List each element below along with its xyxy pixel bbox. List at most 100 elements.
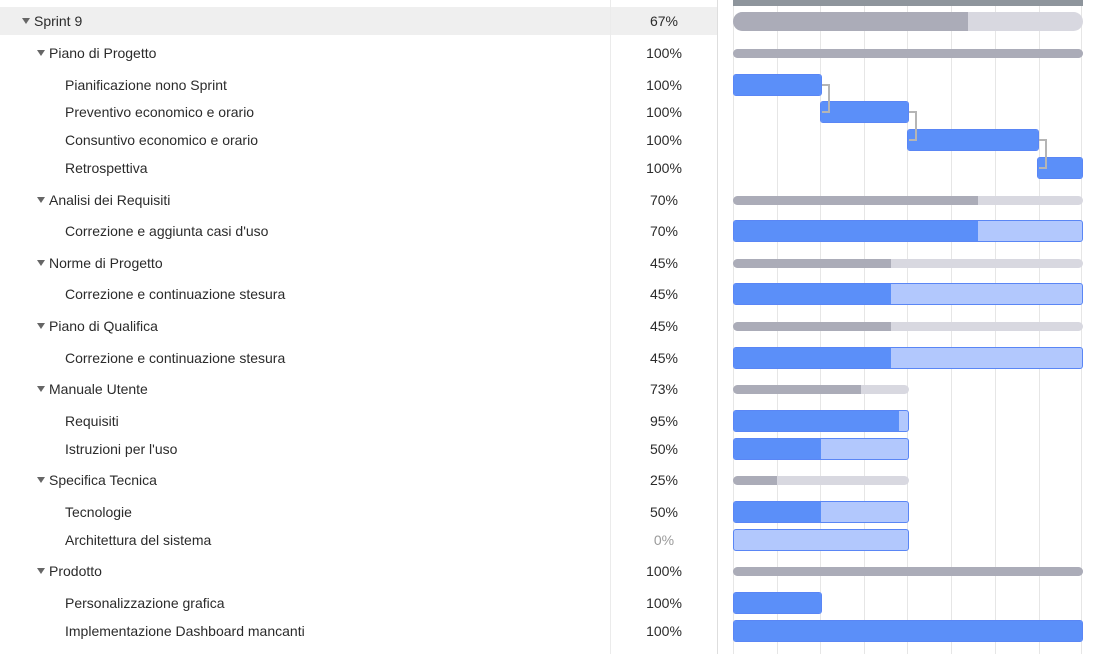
task-row-requisiti[interactable]: Requisiti 95% [0, 407, 718, 435]
summary-bar-analisi-dei-requisiti[interactable] [733, 195, 1083, 205]
task-progress: 50% [649, 441, 679, 457]
task-bar-personalizzazione-grafica[interactable] [733, 592, 822, 614]
dependency-link [822, 84, 830, 113]
task-name: Manuale Utente [49, 381, 148, 397]
task-name: Specifica Tecnica [49, 472, 157, 488]
task-name: Correzione e aggiunta casi d'uso [65, 223, 269, 239]
task-name: Correzione e continuazione stesura [65, 286, 286, 302]
group-row-manuale-utente[interactable]: Manuale Utente 73% [0, 375, 718, 403]
task-progress: 100% [646, 77, 682, 93]
group-row-piano-di-progetto[interactable]: Piano di Progetto 100% [0, 39, 718, 67]
task-bar-correzione-e-continuazione-stesura[interactable] [733, 347, 1083, 369]
task-list-panel: Sprint 9 67% Piano di Progetto 100% Pianific… [0, 0, 718, 654]
task-bar-correzione-e-continuazione-stesura[interactable] [733, 283, 1083, 305]
timeline-header-rule [733, 0, 1083, 6]
caret-down-icon[interactable] [37, 477, 45, 483]
task-name: Architettura del sistema [65, 532, 212, 548]
caret-down-icon[interactable] [37, 197, 45, 203]
task-row-correzione-e-aggiunta-casi-d-uso[interactable]: Correzione e aggiunta casi d'uso 70% [0, 217, 718, 245]
task-bar-istruzioni-per-l-uso[interactable] [733, 438, 909, 460]
task-bar-architettura-del-sistema[interactable] [733, 529, 909, 551]
progress-fill [734, 502, 821, 522]
task-bar-preventivo-economico-e-orario[interactable] [820, 101, 909, 123]
task-row-implementazione-dashboard-mancanti[interactable]: Implementazione Dashboard mancanti 100% [0, 617, 718, 645]
task-name: Requisiti [65, 413, 119, 429]
task-progress: 100% [646, 595, 682, 611]
task-row-istruzioni-per-l-uso[interactable]: Istruzioni per l'uso 50% [0, 435, 718, 463]
task-row-correzione-e-continuazione-stesura[interactable]: Correzione e continuazione stesura 45% [0, 280, 718, 308]
task-name: Implementazione Dashboard mancanti [65, 623, 305, 639]
task-row-tecnologie[interactable]: Tecnologie 50% [0, 498, 718, 526]
progress-fill [734, 221, 978, 241]
summary-bar-norme-di-progetto[interactable] [733, 258, 1083, 268]
task-row-pianificazione-nono-sprint[interactable]: Pianificazione nono Sprint 100% [0, 71, 718, 99]
task-progress: 100% [646, 104, 682, 120]
task-name: Consuntivo economico e orario [65, 132, 258, 148]
group-row-specifica-tecnica[interactable]: Specifica Tecnica 25% [0, 466, 718, 494]
task-name: Norme di Progetto [49, 255, 163, 271]
task-row-consuntivo-economico-e-orario[interactable]: Consuntivo economico e orario 100% [0, 126, 718, 154]
task-bar-consuntivo-economico-e-orario[interactable] [907, 129, 1039, 151]
task-row-retrospettiva[interactable]: Retrospettiva 100% [0, 154, 718, 182]
task-bar-tecnologie[interactable] [733, 501, 909, 523]
caret-down-icon[interactable] [37, 386, 45, 392]
task-name: Personalizzazione grafica [65, 595, 225, 611]
progress-fill [733, 321, 891, 331]
panel-splitter[interactable] [717, 0, 718, 654]
group-row-norme-di-progetto[interactable]: Norme di Progetto 45% [0, 249, 718, 277]
task-progress: 45% [649, 286, 679, 302]
progress-fill [733, 475, 777, 485]
task-progress: 100% [646, 563, 682, 579]
group-row-sprint-9[interactable]: Sprint 9 67% [0, 7, 718, 35]
task-name: Tecnologie [65, 504, 132, 520]
task-name: Prodotto [49, 563, 102, 579]
progress-fill [1038, 158, 1082, 178]
task-row-preventivo-economico-e-orario[interactable]: Preventivo economico e orario 100% [0, 98, 718, 126]
summary-bar-prodotto[interactable] [733, 566, 1083, 576]
task-progress: 95% [649, 413, 679, 429]
task-name: Pianificazione nono Sprint [65, 77, 227, 93]
dependency-links [822, 84, 1047, 169]
group-row-prodotto[interactable]: Prodotto 100% [0, 557, 718, 585]
task-progress: 100% [646, 132, 682, 148]
progress-fill [734, 348, 891, 368]
progress-fill [733, 195, 978, 205]
caret-down-icon[interactable] [22, 18, 30, 24]
task-progress: 100% [646, 623, 682, 639]
task-name: Correzione e continuazione stesura [65, 350, 286, 366]
group-row-piano-di-qualifica[interactable]: Piano di Qualifica 45% [0, 312, 718, 340]
caret-down-icon[interactable] [37, 50, 45, 56]
task-progress: 67% [649, 13, 679, 29]
summary-bar-sprint-9[interactable] [733, 11, 1083, 31]
summary-bar-piano-di-progetto[interactable] [733, 48, 1083, 58]
progress-fill [733, 258, 891, 268]
progress-fill [734, 284, 891, 304]
task-name: Istruzioni per l'uso [65, 441, 178, 457]
caret-down-icon[interactable] [37, 568, 45, 574]
summary-bar-manuale-utente[interactable] [733, 384, 909, 394]
task-name: Retrospettiva [65, 160, 148, 176]
progress-fill [733, 11, 968, 31]
progress-fill [734, 593, 821, 613]
task-bar-retrospettiva[interactable] [1037, 157, 1083, 179]
task-progress: 73% [649, 381, 679, 397]
task-bar-implementazione-dashboard-mancanti[interactable] [733, 620, 1083, 642]
task-progress: 70% [649, 223, 679, 239]
caret-down-icon[interactable] [37, 323, 45, 329]
task-bar-correzione-e-aggiunta-casi-d-uso[interactable] [733, 220, 1083, 242]
group-row-analisi-dei-requisiti[interactable]: Analisi dei Requisiti 70% [0, 186, 718, 214]
summary-bar-specifica-tecnica[interactable] [733, 475, 909, 485]
dependency-link [1039, 139, 1047, 169]
task-row-architettura-del-sistema[interactable]: Architettura del sistema 0% [0, 526, 718, 554]
progress-fill [733, 384, 862, 394]
summary-bar-piano-di-qualifica[interactable] [733, 321, 1083, 331]
task-progress: 0% [653, 532, 675, 548]
task-row-correzione-e-continuazione-stesura[interactable]: Correzione e continuazione stesura 45% [0, 344, 718, 372]
caret-down-icon[interactable] [37, 260, 45, 266]
task-name: Analisi dei Requisiti [49, 192, 171, 208]
task-bar-pianificazione-nono-sprint[interactable] [733, 74, 822, 96]
task-name: Piano di Progetto [49, 45, 157, 61]
progress-fill [733, 48, 1083, 58]
task-bar-requisiti[interactable] [733, 410, 909, 432]
task-row-personalizzazione-grafica[interactable]: Personalizzazione grafica 100% [0, 589, 718, 617]
